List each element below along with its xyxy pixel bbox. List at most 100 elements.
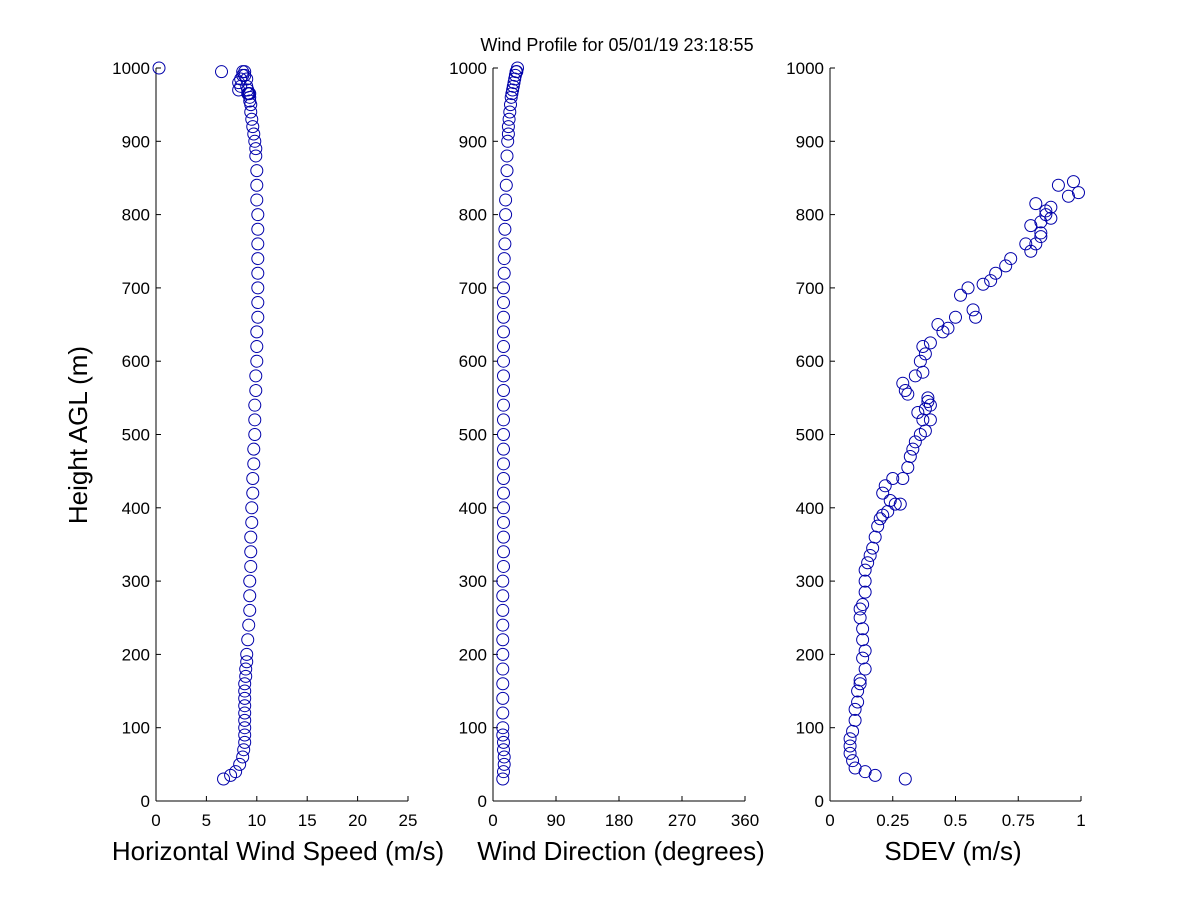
- wind-speed-data-point: [251, 237, 265, 251]
- wind-direction-y-tick-label: 500: [459, 426, 487, 445]
- sdev-data-point: [858, 644, 872, 658]
- wind-speed-data-point: [244, 105, 258, 119]
- sdev-data-point: [1051, 178, 1065, 192]
- wind-speed-data-point: [251, 296, 265, 310]
- wind-speed-data-point: [251, 208, 265, 222]
- sdev-data-point: [923, 336, 937, 350]
- wind-speed-x-tick-label: 15: [298, 811, 317, 830]
- sdev-data-point: [984, 274, 998, 288]
- sdev-data-point: [871, 519, 885, 533]
- wind-direction-data-point: [497, 428, 510, 441]
- wind-direction-data-point: [501, 127, 515, 141]
- wind-speed-x-tick-label: 0: [151, 811, 160, 830]
- sdev-data-point: [843, 732, 857, 746]
- wind-speed-y-tick-label: 700: [122, 279, 150, 298]
- wind-direction-data-point: [500, 149, 514, 163]
- sdev-data-point: [898, 772, 912, 786]
- wind-direction-data-point: [497, 750, 511, 764]
- wind-direction-y-tick-label: 300: [459, 572, 487, 591]
- wind-speed-data-point: [249, 149, 263, 163]
- sdev-data-point: [1034, 215, 1048, 229]
- wind-direction-data-point: [497, 743, 510, 757]
- sdev-data-point: [898, 384, 912, 398]
- sdev-data-point: [976, 277, 990, 291]
- wind-speed-data-point: [242, 618, 256, 632]
- sdev-data-point: [916, 365, 930, 379]
- sdev-data-point: [863, 548, 877, 562]
- wind-direction-data-point: [501, 120, 515, 134]
- sdev-data-point: [858, 765, 872, 779]
- wind-direction-data-point: [497, 266, 511, 280]
- sdev-data-point: [858, 563, 872, 577]
- sdev-data-point: [913, 354, 927, 368]
- wind-direction-data-point: [496, 589, 510, 603]
- wind-speed-data-point: [240, 655, 254, 669]
- wind-direction-data-point: [497, 765, 510, 779]
- wind-speed-data-point: [238, 684, 252, 698]
- sdev-data-point: [866, 541, 880, 555]
- sdev-x-tick-label: 0.25: [876, 811, 909, 830]
- wind-speed-data-point: [250, 178, 264, 192]
- wind-direction-y-tick-label: 800: [459, 206, 487, 225]
- wind-speed-data-point: [250, 340, 264, 354]
- wind-speed-data-point: [234, 72, 248, 86]
- wind-direction-data-point: [501, 134, 515, 148]
- sdev-data-point: [903, 449, 917, 463]
- wind-direction-data-point: [497, 471, 510, 485]
- wind-speed-data-point: [246, 486, 260, 500]
- wind-direction-data-point: [496, 677, 510, 691]
- wind-speed-data-point: [249, 142, 263, 156]
- wind-direction-data-point: [500, 164, 514, 178]
- sdev-data-point: [1029, 197, 1043, 211]
- sdev-data-point: [846, 724, 860, 738]
- wind-speed-data-point: [238, 728, 252, 742]
- sdev-data-point: [876, 486, 890, 500]
- wind-speed-data-point: [238, 691, 252, 705]
- wind-speed-y-tick-label: 1000: [112, 59, 150, 78]
- wind-direction-y-tick-label: 100: [459, 719, 487, 738]
- sdev-data-point: [911, 406, 925, 420]
- wind-speed-data-point: [248, 398, 262, 412]
- wind-speed-y-tick-label: 100: [122, 719, 150, 738]
- sdev-data-point: [1071, 186, 1085, 200]
- wind-speed-data-point: [250, 354, 264, 368]
- sdev-data-point: [846, 754, 860, 768]
- wind-direction-data-point: [499, 178, 513, 192]
- sdev-data-point: [1044, 211, 1058, 225]
- sdev-data-point: [921, 395, 935, 409]
- wind-speed-x-tick-label: 10: [247, 811, 266, 830]
- wind-speed-x-tick-label: 25: [399, 811, 418, 830]
- wind-direction-data-point: [497, 559, 510, 573]
- sdev-x-tick-label: 1: [1076, 811, 1085, 830]
- wind-direction-data-point: [499, 208, 513, 222]
- sdev-data-point: [856, 598, 870, 612]
- sdev-x-tick-label: 0: [825, 811, 834, 830]
- sdev-y-tick-label: 500: [796, 426, 824, 445]
- sdev-panel: 0 100 200 300 400 500 600 700 800 900 1000 0 0.25 0.5…: [786, 59, 1086, 866]
- sdev-data-point: [878, 479, 892, 493]
- wind-speed-data-point: [250, 164, 264, 178]
- wind-direction-data-point: [496, 706, 510, 720]
- wind-speed-data-point: [233, 757, 247, 771]
- wind-direction-data-point: [496, 691, 510, 705]
- wind-speed-data-point: [238, 713, 252, 727]
- sdev-data-point: [848, 713, 862, 727]
- wind-direction-x-label: Wind Direction (degrees): [477, 836, 765, 866]
- wind-direction-data-point: [497, 296, 510, 310]
- wind-speed-data-point: [251, 222, 265, 236]
- wind-speed-data-point: [238, 677, 252, 691]
- sdev-data-point: [908, 435, 922, 449]
- wind-speed-y-tick-label: 600: [122, 352, 150, 371]
- wind-speed-data-point: [247, 442, 261, 456]
- wind-speed-data-point: [241, 87, 255, 101]
- wind-speed-data-point: [245, 501, 259, 515]
- sdev-data-point: [901, 387, 915, 401]
- wind-speed-data-point: [239, 669, 253, 683]
- wind-direction-x-tick-label: 180: [605, 811, 633, 830]
- wind-speed-y-tick-label: 200: [122, 645, 150, 664]
- wind-direction-data-point: [497, 545, 510, 559]
- sdev-data-point: [961, 281, 975, 295]
- wind-direction-data-point: [497, 457, 510, 471]
- sdev-data-point: [916, 340, 930, 354]
- wind-direction-data-point: [497, 515, 510, 529]
